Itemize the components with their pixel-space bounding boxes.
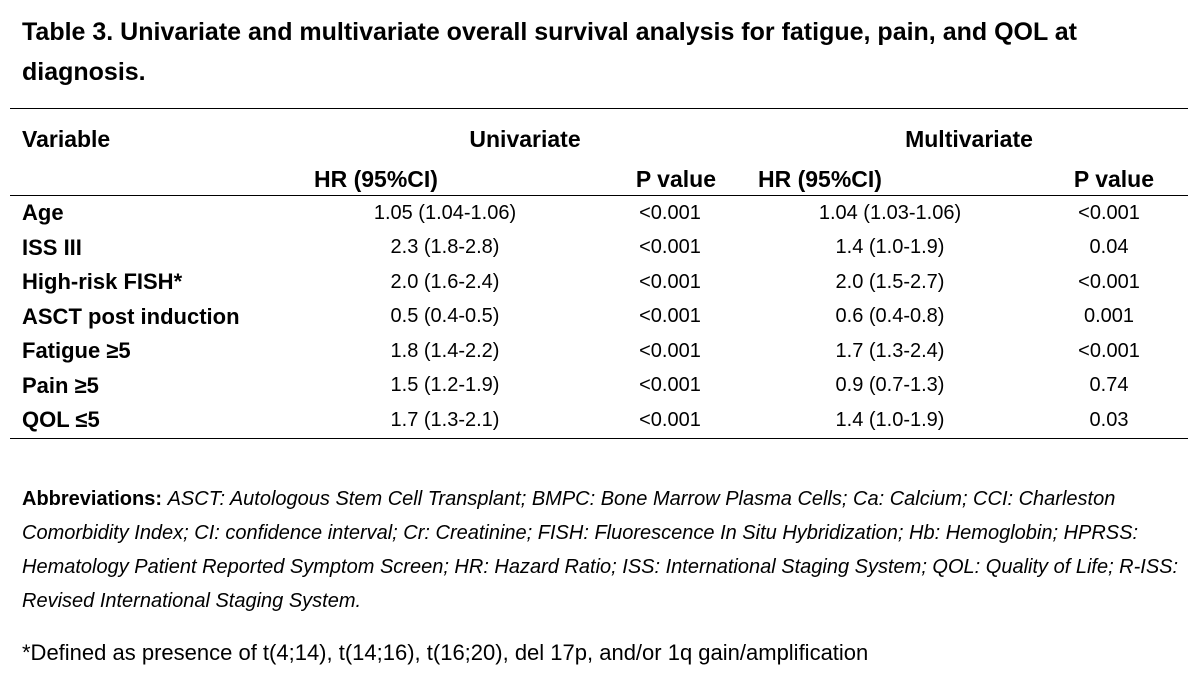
univariate-hr-cell: 1.5 (1.2-1.9)	[390, 374, 500, 397]
abbreviations-text: ASCT: Autologous Stem Cell Transplant; B…	[22, 488, 1179, 612]
row-label: QOL ≤5	[22, 407, 100, 433]
row-label: Age	[22, 200, 64, 226]
header-univariate: Univariate	[469, 126, 581, 152]
multivariate-p-cell: 0.03	[1089, 408, 1129, 431]
row-label: Pain ≥5	[22, 372, 99, 398]
univariate-p-cell: <0.001	[639, 305, 701, 328]
multivariate-hr-cell: 1.7 (1.3-2.4)	[835, 339, 945, 362]
table-row: High-risk FISH* 2.0 (1.6-2.4) <0.001 2.0…	[10, 265, 1188, 300]
multivariate-hr-cell: 1.04 (1.03-1.06)	[818, 201, 962, 224]
abbreviations-lead: Abbreviations:	[22, 488, 163, 510]
univariate-p-cell: <0.001	[639, 270, 701, 293]
row-label: ISS III	[22, 234, 82, 260]
header-variable: Variable	[22, 126, 111, 152]
multivariate-hr-cell: 1.4 (1.0-1.9)	[835, 408, 945, 431]
multivariate-hr-cell: 0.6 (0.4-0.8)	[835, 305, 945, 328]
univariate-hr-cell: 1.05 (1.04-1.06)	[373, 201, 517, 224]
multivariate-p-cell: 0.04	[1089, 236, 1129, 259]
abbreviations-note: Abbreviations: ASCT: Autologous Stem Cel…	[22, 482, 1182, 618]
table-row: Fatigue ≥5 1.8 (1.4-2.2) <0.001 1.7 (1.3…	[10, 334, 1188, 369]
univariate-p-cell: <0.001	[639, 339, 701, 362]
survival-table: Variable Univariate Multivariate HR (95%…	[10, 108, 1189, 439]
table-row: Age 1.05 (1.04-1.06) <0.001 1.04 (1.03-1…	[10, 196, 1188, 231]
row-label: ASCT post induction	[22, 303, 240, 329]
univariate-p-cell: <0.001	[639, 236, 701, 259]
table-row: ASCT post induction 0.5 (0.4-0.5) <0.001…	[10, 300, 1188, 335]
multivariate-hr-cell: 2.0 (1.5-2.7)	[835, 270, 945, 293]
table-row: Pain ≥5 1.5 (1.2-1.9) <0.001 0.9 (0.7-1.…	[10, 369, 1188, 404]
multivariate-p-cell: <0.001	[1078, 339, 1140, 362]
univariate-hr-cell: 1.7 (1.3-2.1)	[390, 408, 500, 431]
row-label: High-risk FISH*	[22, 269, 183, 295]
multivariate-hr-cell: 1.4 (1.0-1.9)	[835, 236, 945, 259]
table-title: Table 3. Univariate and multivariate ove…	[22, 18, 1077, 86]
header-univariate-p: P value	[635, 166, 716, 192]
univariate-hr-cell: 0.5 (0.4-0.5)	[390, 305, 500, 328]
univariate-p-cell: <0.001	[639, 374, 701, 397]
header-univariate-hr: HR (95%CI)	[314, 166, 438, 192]
header-row-columns: HR (95%CI) P value HR (95%CI) P value	[10, 155, 1189, 196]
univariate-hr-cell: 2.0 (1.6-2.4)	[390, 270, 500, 293]
header-multivariate-hr: HR (95%CI)	[758, 166, 882, 192]
table-row: ISS III 2.3 (1.8-2.8) <0.001 1.4 (1.0-1.…	[10, 231, 1188, 266]
table-row: QOL ≤5 1.7 (1.3-2.1) <0.001 1.4 (1.0-1.9…	[10, 403, 1189, 438]
multivariate-p-cell: 0.74	[1089, 374, 1129, 397]
header-row-groups: Variable Univariate Multivariate	[10, 108, 1189, 156]
header-multivariate-p: P value	[1073, 166, 1155, 192]
multivariate-p-cell: 0.001	[1083, 305, 1135, 328]
multivariate-hr-cell: 0.9 (0.7-1.3)	[835, 374, 945, 397]
survival-table-container: Variable Univariate Multivariate HR (95%…	[10, 108, 1189, 439]
multivariate-p-cell: <0.001	[1078, 201, 1140, 224]
univariate-p-cell: <0.001	[639, 408, 701, 431]
footnote: *Defined as presence of t(4;14), t(14;16…	[22, 640, 869, 665]
header-multivariate: Multivariate	[905, 126, 1033, 152]
univariate-hr-cell: 2.3 (1.8-2.8)	[390, 236, 500, 259]
header-empty	[10, 155, 300, 196]
univariate-p-cell: <0.001	[639, 201, 701, 224]
multivariate-p-cell: <0.001	[1078, 270, 1140, 293]
row-label: Fatigue ≥5	[22, 338, 131, 364]
univariate-hr-cell: 1.8 (1.4-2.2)	[390, 339, 500, 362]
